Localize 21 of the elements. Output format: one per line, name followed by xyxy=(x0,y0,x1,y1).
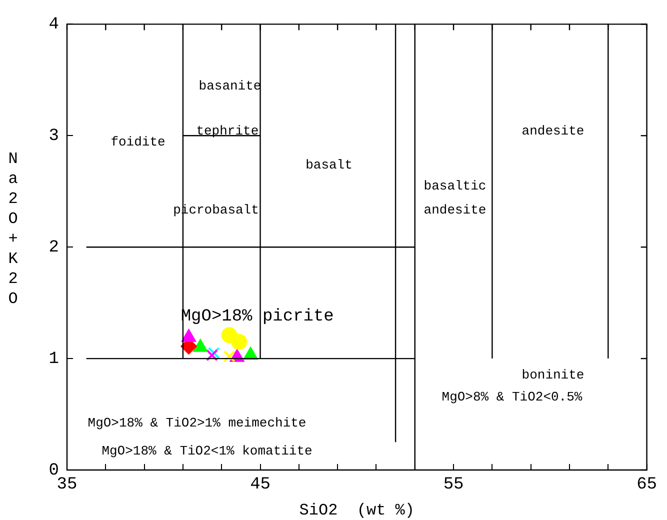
annotation: boninite xyxy=(522,367,584,382)
y-tick-label: 4 xyxy=(48,16,59,35)
annotation: MgO>8% & TiO2<0.5% xyxy=(442,389,582,404)
y-tick-label: 3 xyxy=(48,127,59,146)
annotation: MgO>18% & TiO2>1% meimechite xyxy=(88,415,306,430)
y-axis-title: Na2O+K2O xyxy=(4,150,22,310)
y-tick-label: 2 xyxy=(48,238,59,258)
annotation: MgO>18% & TiO2<1% komatiite xyxy=(102,443,312,458)
annotation: basalt xyxy=(306,157,352,172)
annotation: andesite xyxy=(424,202,486,218)
x-tick-label: 45 xyxy=(250,476,270,495)
x-axis-title: SiO2 (wt %) xyxy=(299,502,415,520)
y-tick-label: 0 xyxy=(48,462,59,480)
annotation: andesite xyxy=(522,123,584,138)
annotation: basaltic xyxy=(424,178,486,194)
x-tick-label: 55 xyxy=(443,476,464,495)
x-tick-label: 65 xyxy=(636,476,657,495)
y-tick-label: 1 xyxy=(48,350,59,370)
annotation: foidite xyxy=(110,134,166,150)
x-tick-label: 35 xyxy=(56,476,78,495)
annotation: tephrite xyxy=(196,124,259,139)
